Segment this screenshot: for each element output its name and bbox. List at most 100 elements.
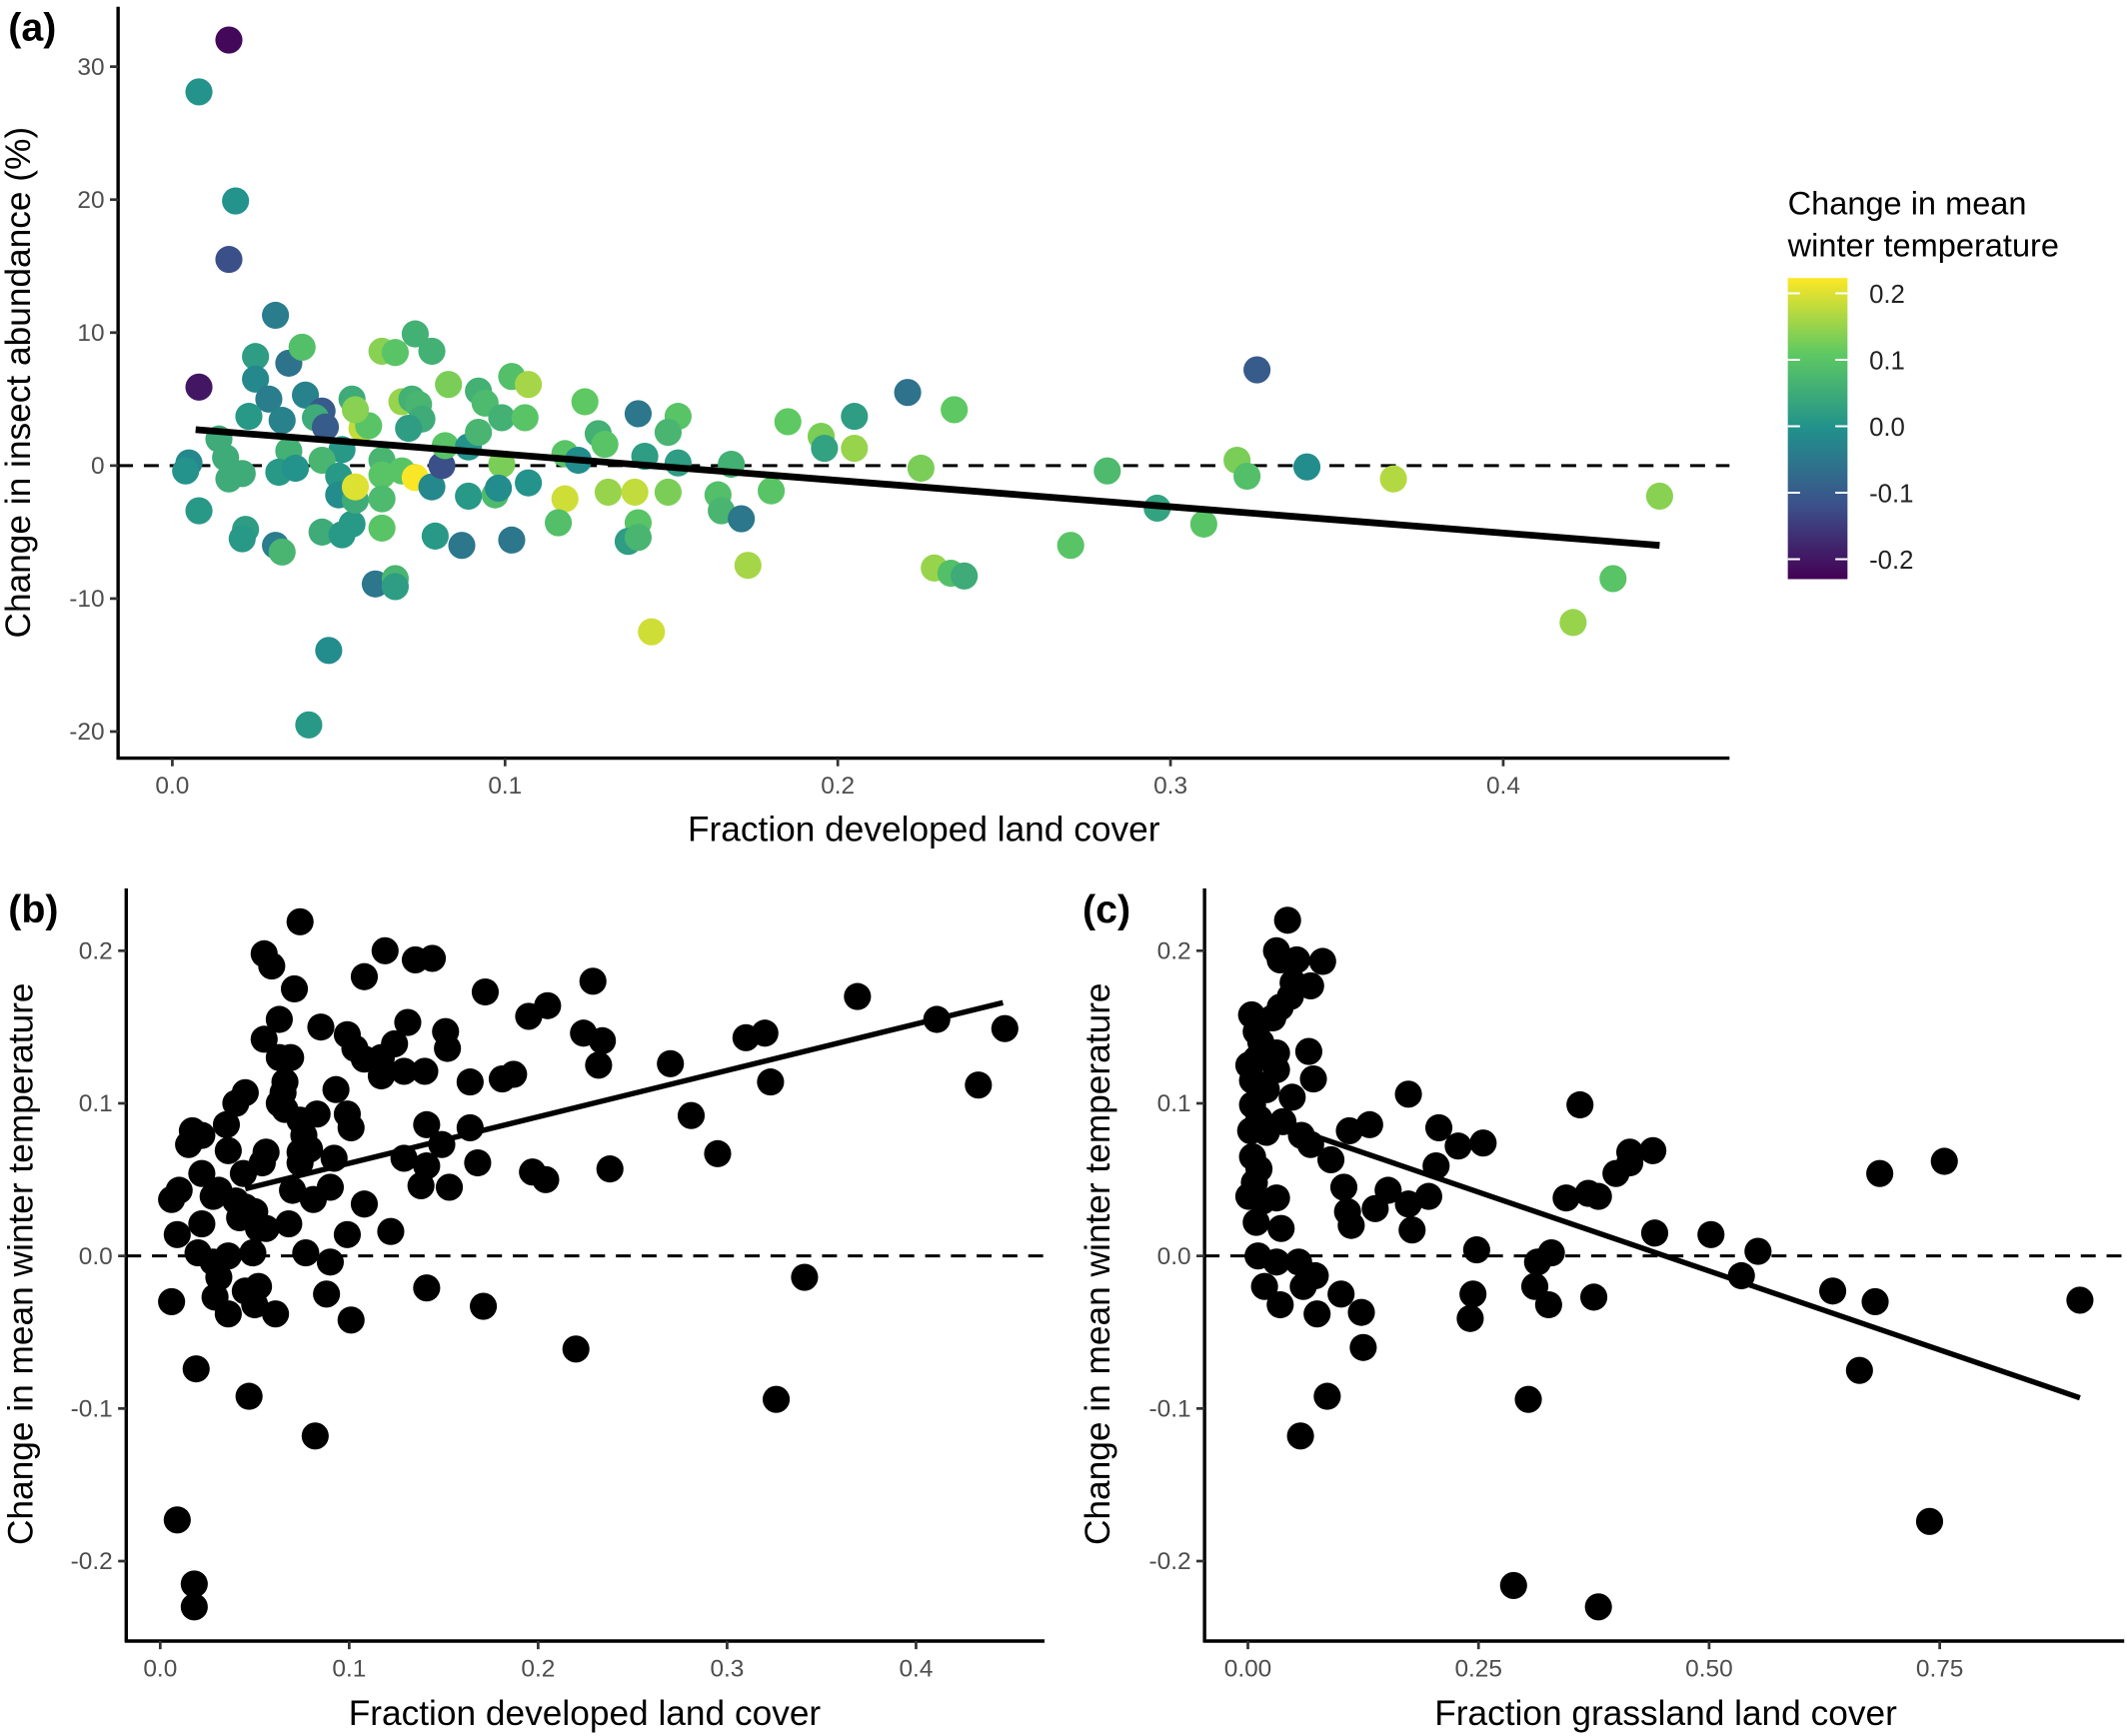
data-point (1866, 1159, 1894, 1187)
data-point (337, 1306, 365, 1334)
data-point (1308, 947, 1336, 975)
data-point (401, 945, 430, 974)
data-point (544, 509, 573, 537)
data-point (941, 396, 969, 424)
data-point (434, 1034, 462, 1062)
data-point (562, 1335, 590, 1363)
data-point (212, 1110, 241, 1138)
x-tick-label: 0.0 (143, 1655, 177, 1682)
data-point (337, 1113, 365, 1141)
data-point (532, 1165, 560, 1193)
data-point (1552, 1184, 1580, 1212)
data-point (250, 1025, 278, 1053)
data-point (1327, 1280, 1355, 1308)
data-point (728, 505, 756, 533)
data-point (1262, 1248, 1290, 1276)
points-b (158, 907, 1019, 1621)
data-point (322, 1075, 350, 1103)
data-point (395, 415, 423, 443)
data-point (1514, 1385, 1542, 1413)
data-point (185, 497, 213, 525)
y-axis-title-c: Change in mean winter temperature (1078, 982, 1117, 1545)
data-point (1233, 462, 1261, 491)
panel-a: (a) Fraction developed land cover Change… (0, 6, 1730, 849)
color-legend: Change in mean winter temperature 0.2 0.1… (1787, 185, 2059, 580)
data-point (1584, 1182, 1612, 1210)
x-tick-label: 0.25 (1454, 1655, 1502, 1682)
data-point (265, 1005, 293, 1033)
data-point (394, 1008, 422, 1036)
data-point (1861, 1287, 1889, 1316)
data-point (1394, 1080, 1422, 1108)
x-tick-label: 0.00 (1224, 1655, 1272, 1682)
data-point (654, 478, 682, 507)
data-point (1242, 1208, 1270, 1236)
panel-c: (c) Fraction grassland land cover Change… (1078, 887, 2125, 1733)
data-point (1640, 1219, 1669, 1247)
data-point (295, 711, 323, 739)
data-point (1294, 1037, 1322, 1065)
x-axis-title-b: Fraction developed land cover (349, 1694, 822, 1733)
x-tick-label: 0.0 (155, 773, 189, 800)
data-point (371, 936, 399, 964)
x-tick-label: 0.4 (1486, 773, 1520, 800)
data-point (268, 407, 296, 435)
data-point (1845, 1356, 1873, 1384)
data-point (1444, 1132, 1472, 1160)
data-point (1057, 532, 1084, 560)
data-point (1819, 1277, 1847, 1305)
regression-line (195, 426, 1660, 550)
data-point (1269, 1107, 1297, 1135)
y-tick-label: -0.1 (71, 1395, 113, 1422)
data-point (1278, 1083, 1306, 1111)
data-point (1424, 1113, 1453, 1141)
panel-b: (b) Fraction developed land cover Change… (2, 887, 1046, 1733)
data-point (1355, 1110, 1383, 1138)
y-axis-title-a: Change in insect abundance (%) (0, 127, 38, 639)
data-point (455, 482, 483, 511)
data-point (279, 1176, 307, 1204)
data-point (751, 1019, 779, 1047)
data-point (515, 469, 543, 497)
data-point (435, 1173, 464, 1201)
data-point (341, 473, 370, 501)
data-point (188, 1159, 216, 1187)
data-point (1262, 1184, 1290, 1212)
data-point (275, 1210, 303, 1238)
data-point (1289, 1272, 1317, 1300)
y-tick-label: -0.1 (1148, 1395, 1190, 1422)
x-tick-label: 0.75 (1916, 1655, 1964, 1682)
data-point (301, 1422, 329, 1450)
panel-label-c: (c) (1082, 887, 1130, 931)
data-point (262, 1300, 290, 1328)
data-point (341, 396, 370, 424)
data-point (1299, 1064, 1327, 1093)
data-point (172, 457, 200, 485)
data-point (515, 371, 543, 399)
x-tick-label: 0.2 (821, 773, 855, 800)
data-point (248, 1148, 276, 1177)
data-point (338, 510, 366, 538)
x-tick-label: 0.2 (521, 1655, 555, 1682)
data-point (734, 552, 762, 580)
colorbar-tick-label: 0.0 (1869, 414, 1905, 442)
data-point (368, 514, 396, 542)
data-point (1456, 1304, 1484, 1332)
y-tick-label: 0 (91, 453, 105, 480)
colorbar-tick-label: -0.1 (1869, 480, 1913, 508)
data-point (638, 618, 666, 646)
colorbar (1787, 278, 1848, 580)
data-point (262, 301, 290, 330)
data-point (624, 400, 653, 428)
data-point (377, 1217, 405, 1245)
data-point (1093, 457, 1121, 485)
data-point (965, 1071, 993, 1099)
data-point (288, 333, 316, 361)
data-point (214, 1300, 242, 1328)
data-point (350, 962, 379, 990)
data-point (185, 373, 213, 401)
data-point (844, 982, 872, 1010)
data-point (579, 967, 607, 995)
data-point (368, 485, 396, 513)
